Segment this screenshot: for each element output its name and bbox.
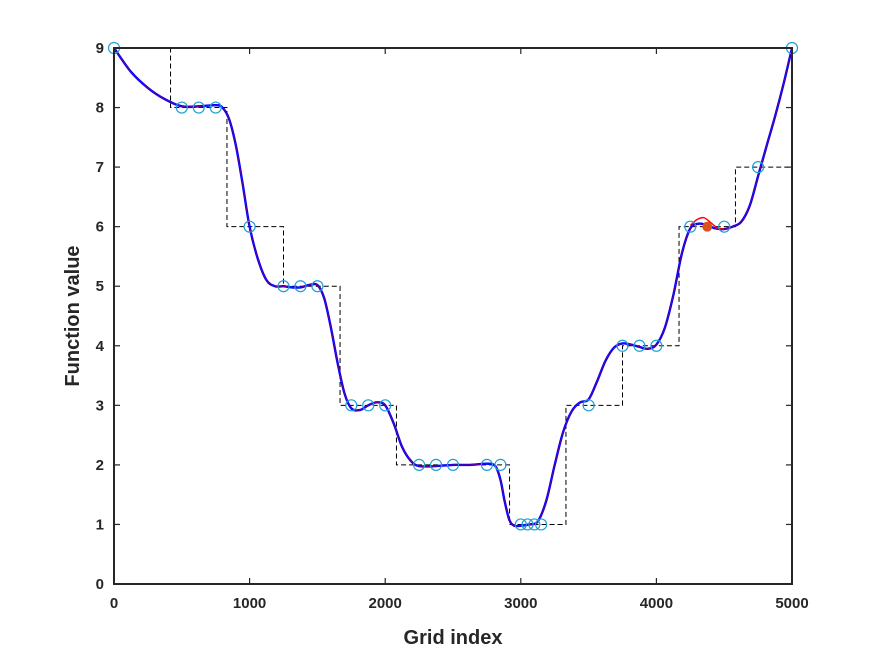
y-tick-label: 0: [96, 576, 104, 593]
smooth-fit-red-series: [689, 216, 725, 230]
sample-marker: [535, 518, 548, 531]
sample-marker: [616, 339, 629, 352]
plot-area: [114, 48, 792, 584]
sample-marker: [277, 280, 290, 293]
y-tick-label: 7: [96, 159, 104, 176]
sample-marker: [480, 458, 493, 471]
x-tick-label: 5000: [775, 595, 808, 612]
sample-marker: [311, 280, 324, 293]
y-tick-label: 2: [96, 457, 104, 474]
sample-marker: [345, 399, 358, 412]
y-tick-label: 4: [96, 338, 105, 355]
sample-marker: [751, 161, 765, 174]
sample-marker: [446, 458, 460, 471]
sample-marker: [521, 518, 534, 531]
x-tick-label: 4000: [640, 595, 673, 612]
y-tick-label: 5: [96, 278, 104, 295]
sample-marker: [528, 518, 541, 531]
sample-marker: [514, 518, 527, 531]
axes-box: [113, 47, 793, 585]
y-tick-label: 1: [96, 516, 104, 533]
x-tick-label: 0: [110, 595, 118, 612]
sample-marker: [243, 220, 256, 233]
sample-marker: [494, 458, 507, 471]
sample-marker: [582, 399, 595, 412]
sample-marker: [429, 458, 443, 471]
sample-marker: [633, 339, 646, 352]
x-tick-label: 2000: [369, 595, 402, 612]
x-tick-label: 1000: [233, 595, 266, 612]
y-tick-label: 6: [96, 219, 104, 236]
ticks-layer: 0 1000 2000 3000 4000 5000 0 1 2 3 4 5 6 7 8 9: [96, 40, 809, 612]
sample-marker: [294, 280, 307, 293]
y-tick-label: 8: [96, 100, 104, 117]
y-axis-label: Function value: [62, 245, 84, 386]
series-layer: [107, 41, 799, 531]
x-tick-label: 3000: [504, 595, 537, 612]
sample-marker: [413, 458, 426, 471]
sample-marker: [175, 101, 188, 114]
sample-marker: [650, 339, 663, 352]
sample-marker: [209, 101, 222, 114]
y-tick-label: 3: [96, 397, 104, 414]
sample-marker: [362, 399, 375, 412]
sample-marker: [192, 101, 205, 114]
sample-marker: [379, 399, 392, 412]
highlight-point: [702, 221, 713, 232]
y-tick-label: 9: [96, 40, 104, 57]
x-axis-label: Grid index: [404, 627, 503, 649]
sample-marker: [684, 220, 697, 233]
sample-marker: [718, 220, 731, 233]
